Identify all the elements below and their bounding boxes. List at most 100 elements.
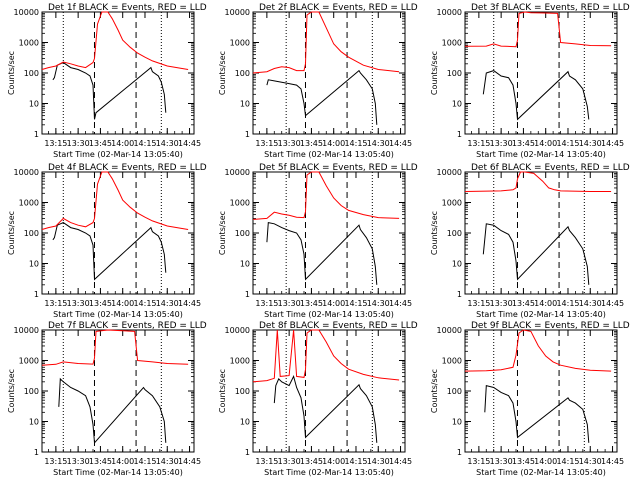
y-axis-label: Counts/sec [218, 369, 227, 413]
y-tick-label: 100 [235, 69, 250, 78]
x-axis-label: Start Time (02-Mar-14 13:05:40) [476, 468, 606, 477]
panel-title: Det 3f BLACK = Events, RED = LLD [471, 3, 630, 13]
x-tick-label: 13:15 [255, 457, 278, 466]
x-tick-label: 14:15 [133, 299, 156, 308]
x-tick-label: 13:30 [67, 299, 90, 308]
x-tick-label: 14:45 [601, 457, 624, 466]
x-tick-label: 14:15 [133, 139, 156, 148]
x-tick-label: 14:15 [556, 139, 579, 148]
x-tick-label: 13:45 [300, 139, 323, 148]
panel-title: Det 2f BLACK = Events, RED = LLD [259, 3, 418, 13]
x-tick-label: 14:30 [156, 139, 179, 148]
x-tick-label: 14:15 [556, 457, 579, 466]
x-tick-label: 13:45 [300, 457, 323, 466]
detector-panel: Det 1f BLACK = Events, RED = LLD 1 10 100 10… [7, 3, 207, 159]
y-tick-label: 1000 [19, 39, 39, 48]
lld-series-line [464, 329, 612, 372]
x-tick-label: 14:15 [556, 299, 579, 308]
detector-panel: Det 2f BLACK = Events, RED = LLD 1 10 100 10… [218, 3, 418, 159]
x-tick-label: 13:15 [44, 139, 67, 148]
x-tick-label: 13:30 [490, 299, 513, 308]
x-tick-label: 14:30 [367, 457, 390, 466]
lld-series-line [464, 11, 612, 48]
detector-panel: Det 4f BLACK = Events, RED = LLD 1 10 100 10… [7, 163, 207, 319]
plot-frame [252, 11, 406, 135]
x-tick-label: 13:45 [512, 299, 535, 308]
x-tick-label: 13:15 [467, 139, 490, 148]
lld-series-line [252, 329, 400, 383]
y-axis-label: Counts/sec [7, 51, 16, 95]
x-tick-label: 13:30 [490, 457, 513, 466]
plot-frame [464, 329, 618, 453]
y-tick-label: 10000 [14, 326, 39, 335]
x-tick-label: 14:00 [322, 299, 345, 308]
lld-series-line [252, 171, 400, 220]
detector-panel: Det 9f BLACK = Events, RED = LLD 1 10 100 10… [430, 321, 630, 477]
y-tick-label: 100 [447, 229, 462, 238]
events-series-line [482, 223, 590, 285]
y-tick-label: 10 [452, 260, 462, 269]
panel-title: Det 5f BLACK = Events, RED = LLD [259, 163, 418, 173]
y-tick-label: 1 [245, 290, 250, 299]
x-tick-label: 14:30 [579, 139, 602, 148]
x-tick-label: 13:45 [512, 139, 535, 148]
y-tick-label: 1000 [442, 199, 462, 208]
panel-title: Det 6f BLACK = Events, RED = LLD [471, 163, 630, 173]
x-tick-label: 14:00 [111, 299, 134, 308]
y-tick-label: 1 [457, 130, 462, 139]
x-tick-label: 14:45 [601, 299, 624, 308]
x-tick-label: 13:30 [278, 299, 301, 308]
x-tick-label: 13:45 [89, 299, 112, 308]
x-axis-label: Start Time (02-Mar-14 13:05:40) [264, 310, 394, 319]
y-axis-label: Counts/sec [218, 51, 227, 95]
x-tick-label: 14:30 [367, 139, 390, 148]
x-axis-label: Start Time (02-Mar-14 13:05:40) [264, 150, 394, 159]
y-tick-label: 1000 [230, 199, 250, 208]
x-tick-label: 13:15 [255, 139, 278, 148]
x-tick-label: 14:30 [156, 299, 179, 308]
x-axis-label: Start Time (02-Mar-14 13:05:40) [264, 468, 394, 477]
x-tick-label: 13:30 [67, 139, 90, 148]
detector-panel: Det 8f BLACK = Events, RED = LLD 1 10 100 10… [218, 321, 418, 477]
x-tick-label: 14:00 [111, 139, 134, 148]
x-tick-label: 14:00 [322, 457, 345, 466]
lld-series-line [464, 171, 612, 192]
x-tick-label: 14:30 [367, 299, 390, 308]
y-tick-label: 1000 [230, 357, 250, 366]
x-tick-label: 13:30 [278, 139, 301, 148]
plot-frame [464, 171, 618, 295]
x-tick-label: 14:45 [389, 299, 412, 308]
y-tick-label: 100 [447, 69, 462, 78]
y-tick-label: 100 [24, 387, 39, 396]
y-tick-label: 1 [34, 290, 39, 299]
x-axis-label: Start Time (02-Mar-14 13:05:40) [53, 468, 183, 477]
y-tick-label: 10000 [14, 8, 39, 17]
y-tick-label: 10000 [225, 326, 250, 335]
y-axis-label: Counts/sec [430, 211, 439, 255]
events-series-line [266, 69, 378, 125]
y-tick-label: 10 [240, 100, 250, 109]
y-tick-label: 10 [240, 260, 250, 269]
y-axis-label: Counts/sec [430, 51, 439, 95]
events-series-line [273, 374, 378, 443]
x-tick-label: 14:15 [133, 457, 156, 466]
x-tick-label: 13:45 [89, 139, 112, 148]
y-tick-label: 1 [34, 130, 39, 139]
events-series-line [266, 221, 378, 285]
y-tick-label: 10000 [225, 8, 250, 17]
y-tick-label: 10 [29, 418, 39, 427]
y-tick-label: 10000 [225, 168, 250, 177]
y-tick-label: 10 [240, 418, 250, 427]
y-tick-label: 1000 [19, 199, 39, 208]
y-tick-label: 100 [235, 229, 250, 238]
y-tick-label: 10000 [14, 168, 39, 177]
lld-series-line [41, 11, 189, 70]
y-axis-label: Counts/sec [218, 211, 227, 255]
x-tick-label: 13:15 [255, 299, 278, 308]
y-tick-label: 100 [235, 387, 250, 396]
x-tick-label: 14:45 [601, 139, 624, 148]
events-series-line [52, 222, 167, 281]
y-tick-label: 10 [452, 418, 462, 427]
y-tick-label: 10 [452, 100, 462, 109]
x-tick-label: 13:15 [467, 299, 490, 308]
